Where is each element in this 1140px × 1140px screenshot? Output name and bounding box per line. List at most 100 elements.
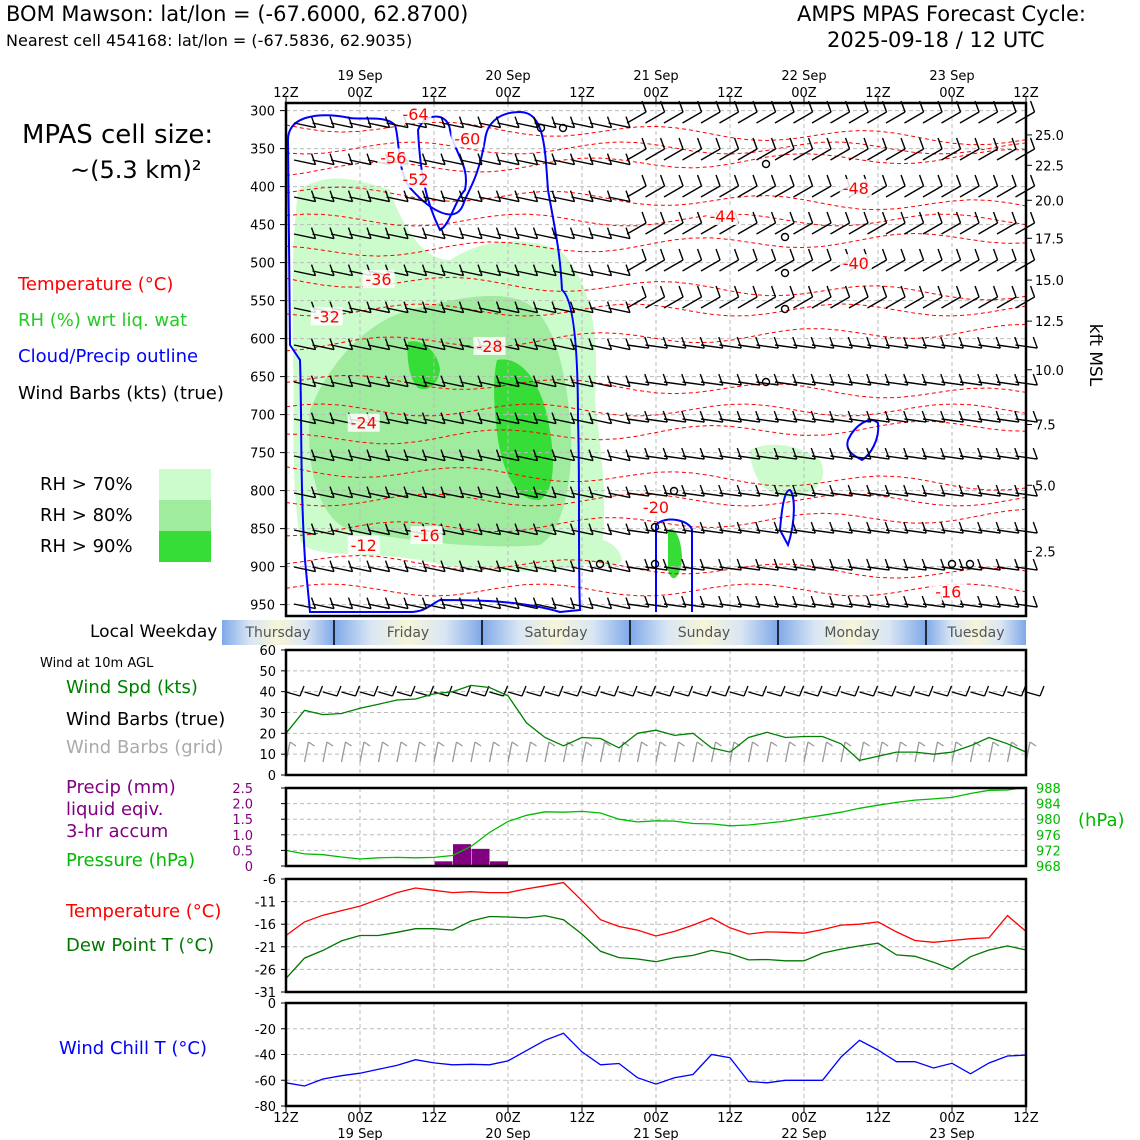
- wind-barb: [645, 111, 665, 124]
- wind-barb: [589, 196, 612, 203]
- temperature-label: -32: [314, 307, 340, 326]
- wind-barb-flag: [347, 227, 354, 239]
- wind-barb-flag: [715, 174, 721, 187]
- wind-barb-true: [600, 691, 615, 697]
- wind-barb-flag: [736, 336, 742, 349]
- wind-barb-flag: [958, 373, 964, 386]
- temperature-tick-label: -11: [255, 896, 276, 911]
- wind-barb-flag: [995, 558, 1001, 571]
- wind-barb-flag: [940, 447, 946, 460]
- wind-barb: [700, 418, 723, 423]
- wind-barb: [756, 296, 776, 309]
- calm-wind-marker: [780, 268, 790, 278]
- wind-barb: [848, 529, 871, 534]
- wind-barb-flag: [736, 595, 742, 608]
- wind-barb-flag: [310, 560, 317, 572]
- wind-barb-flag: [918, 174, 925, 187]
- wind-barb: [830, 381, 853, 386]
- wind-barb: [552, 270, 575, 277]
- wind-barb: [330, 381, 353, 388]
- wind-barb-flag: [495, 449, 502, 461]
- weekday-band: [778, 620, 926, 645]
- wind-barb-flag: [807, 174, 814, 187]
- wind-barb-flag: [1029, 100, 1036, 113]
- wind-barb-flag: [755, 410, 761, 423]
- wind-barb: [941, 455, 964, 460]
- wind-barb-flag: [495, 153, 502, 165]
- wind-barb: [811, 566, 834, 571]
- wind-barb: [626, 222, 647, 235]
- wind-barb: [386, 566, 409, 573]
- wind-barb-true: [1007, 691, 1022, 697]
- wind-barb-flag: [810, 373, 816, 386]
- windchill-tick-label: -20: [255, 1023, 276, 1038]
- wind-barb-flag: [366, 449, 372, 461]
- calm-wind-marker: [558, 123, 568, 133]
- wind-barb: [386, 455, 409, 462]
- wind-barb-flag: [866, 558, 872, 571]
- wind-barb: [959, 259, 980, 272]
- wind-barb-grid: [340, 741, 347, 763]
- temperature-label-bg: [451, 129, 484, 148]
- wind-barb-flag: [884, 373, 890, 386]
- wind-barb-flag: [863, 285, 869, 298]
- precip-bar: [453, 844, 471, 866]
- height-tick-label: 7.5: [1035, 418, 1056, 433]
- wind-barb: [608, 159, 631, 166]
- wind-barb-true: [637, 691, 652, 697]
- wind-barb-true: [798, 685, 805, 697]
- wind-barb-flag: [641, 137, 647, 150]
- wind-barb: [330, 159, 353, 166]
- precip-label-2: liquid eqiv.: [66, 799, 164, 820]
- wind-barb: [848, 455, 871, 460]
- wind-barb-flag: [458, 190, 465, 202]
- wind-barb-flag: [699, 336, 705, 349]
- wind-barb-flag: [347, 264, 354, 276]
- wind-barb: [367, 196, 390, 203]
- wind-barb: [645, 148, 665, 161]
- wind-barb: [663, 111, 684, 124]
- wind-barb: [885, 148, 906, 161]
- wind-10m-label: Wind at 10m AGL: [40, 656, 154, 671]
- wind-barb-flag: [458, 597, 465, 609]
- wind-barb-flag: [532, 153, 539, 165]
- wind-barb: [922, 296, 943, 309]
- wind-barb-grid: [918, 741, 926, 747]
- wind-barb: [867, 381, 890, 386]
- wind-barb-flag: [1032, 595, 1038, 608]
- wind-barb-flag: [551, 597, 557, 609]
- wind-barb-flag: [588, 597, 594, 609]
- wind-barb-flag: [847, 521, 853, 534]
- time-tick-label: 12Z: [421, 86, 447, 101]
- wind-barb: [756, 222, 776, 235]
- wind-barb: [700, 148, 721, 161]
- wind-barb: [645, 296, 665, 309]
- wind-barb-grid: [969, 741, 976, 763]
- wind-barb: [497, 307, 520, 314]
- wind-barb-flag: [588, 523, 594, 535]
- wind-barb: [608, 381, 631, 388]
- wind-barb: [756, 492, 779, 497]
- wind-barb-flag: [974, 137, 980, 150]
- wind-barb-flag: [366, 597, 372, 609]
- wind-barb-flag: [659, 137, 666, 150]
- wind-barb-flag: [659, 285, 666, 298]
- wind-barb: [441, 492, 464, 499]
- wind-barb-flag: [532, 560, 539, 572]
- wind-barb-true: [711, 691, 726, 697]
- wind-barb-flag: [569, 375, 576, 387]
- precip-bar: [490, 861, 508, 866]
- wind-barb-flag: [696, 211, 703, 224]
- wind-barb-flag: [847, 447, 853, 460]
- wind-barb-flag: [477, 523, 483, 535]
- wind-barb-flag: [421, 338, 428, 350]
- temperature-contour: [285, 149, 1027, 176]
- rh90-region: [668, 529, 682, 579]
- wind-barb: [534, 455, 557, 462]
- wind-barb: [441, 122, 464, 129]
- wind-barb: [515, 455, 538, 462]
- wind-barb-flag: [1014, 447, 1020, 460]
- wind-barb-flag: [421, 301, 428, 313]
- wind-barb: [719, 529, 742, 534]
- wind-barb-flag: [421, 190, 428, 202]
